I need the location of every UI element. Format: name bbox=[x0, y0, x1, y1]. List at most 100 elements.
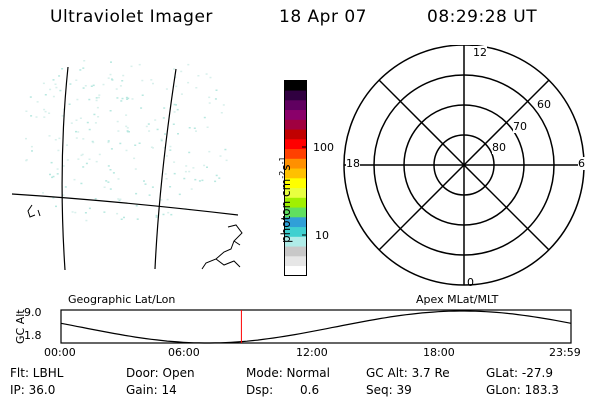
emission-speckle bbox=[61, 115, 64, 117]
time-label: 08:29:28 UT bbox=[427, 7, 538, 27]
emission-speckle bbox=[180, 70, 183, 73]
mlt-label-12: 12 bbox=[473, 46, 487, 59]
mlat-label-70: 70 bbox=[513, 120, 527, 133]
emission-speckle bbox=[140, 107, 143, 109]
emission-speckle bbox=[43, 108, 46, 111]
emission-speckle bbox=[187, 81, 190, 84]
emission-speckle bbox=[29, 96, 32, 98]
emission-speckle bbox=[125, 149, 128, 152]
emission-speckle bbox=[103, 186, 106, 188]
emission-speckle bbox=[110, 61, 112, 63]
emission-speckle bbox=[66, 144, 68, 146]
colorbar-cell bbox=[284, 139, 307, 150]
emission-speckle bbox=[76, 98, 79, 101]
emission-speckle bbox=[51, 176, 54, 179]
emission-speckle bbox=[68, 103, 71, 105]
unit-photon: photon cm bbox=[279, 178, 293, 243]
emission-speckle bbox=[44, 110, 47, 113]
emission-speckle bbox=[116, 97, 119, 99]
emission-speckle bbox=[220, 112, 223, 114]
colorbar-cell bbox=[284, 207, 307, 218]
emission-speckle bbox=[49, 88, 52, 91]
emission-speckle bbox=[110, 78, 113, 80]
emission-speckle bbox=[208, 102, 211, 104]
emission-speckle bbox=[222, 104, 225, 106]
emission-speckle bbox=[197, 75, 200, 77]
emission-speckle bbox=[177, 133, 179, 135]
emission-speckle bbox=[48, 135, 51, 137]
emission-speckle bbox=[130, 65, 133, 68]
emission-speckle bbox=[117, 130, 120, 132]
emission-speckle bbox=[165, 178, 168, 180]
emission-speckle bbox=[203, 116, 206, 119]
mlt-label-0: 0 bbox=[467, 276, 474, 289]
timeline-tick-2359: 23:59 bbox=[549, 346, 581, 359]
emission-speckle bbox=[80, 154, 83, 157]
emission-speckle bbox=[188, 151, 191, 154]
emission-speckle bbox=[55, 86, 58, 89]
emission-speckle bbox=[56, 168, 59, 170]
emission-speckle bbox=[54, 139, 57, 141]
emission-speckle bbox=[152, 82, 154, 85]
timeline-ymax: 9.0 bbox=[24, 306, 42, 319]
emission-speckle bbox=[183, 177, 186, 180]
emission-speckle bbox=[169, 145, 172, 148]
colorbar-cell bbox=[284, 246, 307, 257]
emission-speckle bbox=[185, 165, 188, 167]
emission-speckle bbox=[52, 95, 55, 98]
emission-speckle bbox=[154, 119, 157, 121]
colorbar-cell bbox=[284, 226, 307, 237]
emission-speckle bbox=[52, 79, 55, 81]
info-ip: IP: 36.0 bbox=[10, 383, 56, 397]
coastline-small bbox=[27, 204, 41, 218]
info-dsp-value: 0.6 bbox=[300, 383, 320, 397]
emission-speckle bbox=[188, 127, 191, 129]
timeline-tick-1800: 18:00 bbox=[423, 346, 455, 359]
colorbar-cell bbox=[284, 168, 307, 179]
emission-speckle bbox=[111, 79, 114, 81]
colorbar-unit-label: photon cm-2s-1 bbox=[278, 156, 293, 243]
emission-speckle bbox=[190, 188, 193, 190]
emission-speckle bbox=[30, 115, 33, 117]
colorbar-cell bbox=[284, 197, 307, 208]
emission-speckle bbox=[94, 122, 97, 124]
emission-speckle bbox=[98, 94, 101, 96]
emission-speckle bbox=[138, 63, 141, 66]
emission-speckle bbox=[42, 82, 45, 85]
emission-speckle bbox=[58, 75, 61, 77]
longitude-line-left bbox=[61, 66, 69, 271]
emission-speckle bbox=[193, 127, 196, 129]
emission-speckle bbox=[36, 101, 39, 103]
info-glon: GLon: 183.3 bbox=[486, 383, 559, 397]
unit-s: s bbox=[279, 164, 293, 171]
emission-speckle bbox=[173, 111, 176, 113]
emission-speckle bbox=[165, 88, 168, 90]
emission-speckle bbox=[77, 131, 80, 133]
emission-speckle bbox=[126, 130, 129, 133]
emission-speckle bbox=[94, 198, 97, 200]
latitude-line bbox=[11, 193, 239, 216]
emission-speckle bbox=[56, 173, 59, 175]
colorbar-cell bbox=[284, 256, 307, 267]
emission-speckle bbox=[116, 212, 119, 215]
emission-speckle bbox=[75, 79, 78, 81]
emission-speckle bbox=[195, 130, 197, 132]
colorbar-tick-100: 100 bbox=[313, 141, 334, 154]
timeline-tick-1200: 12:00 bbox=[296, 346, 328, 359]
emission-speckle bbox=[84, 212, 87, 214]
emission-speckle bbox=[74, 211, 77, 214]
emission-speckle bbox=[127, 97, 130, 100]
emission-speckle bbox=[126, 98, 129, 100]
mlat-label-60: 60 bbox=[537, 98, 551, 111]
emission-speckle bbox=[58, 137, 61, 140]
emission-speckle bbox=[163, 147, 166, 149]
emission-speckle bbox=[180, 93, 183, 95]
mlt-label-6: 6 bbox=[578, 157, 585, 170]
emission-speckle bbox=[208, 150, 211, 153]
colorbar-cell bbox=[284, 90, 307, 101]
info-glat: GLat: -27.9 bbox=[486, 366, 553, 380]
emission-speckle bbox=[96, 106, 99, 109]
emission-speckle bbox=[120, 100, 123, 102]
emission-speckle bbox=[148, 130, 151, 132]
emission-speckle bbox=[218, 177, 221, 179]
